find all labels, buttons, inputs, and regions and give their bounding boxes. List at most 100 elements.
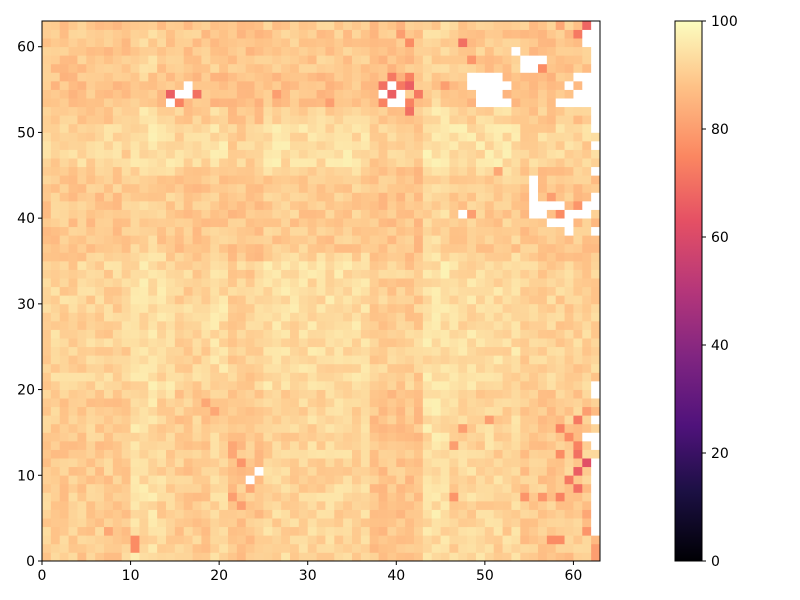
heatmap-cell <box>520 72 530 82</box>
heatmap-cell <box>130 183 140 193</box>
heatmap-cell <box>59 192 69 202</box>
heatmap-cell <box>529 535 539 545</box>
heatmap-cell <box>343 432 353 442</box>
heatmap-cell <box>174 175 185 185</box>
heatmap-cell <box>166 235 176 245</box>
heatmap-cell <box>192 501 202 510</box>
heatmap-cell <box>343 423 353 433</box>
heatmap-cell <box>538 535 548 545</box>
heatmap-cell <box>59 389 69 399</box>
heatmap-cell <box>555 492 565 502</box>
heatmap-cell <box>502 295 512 305</box>
heatmap-cell <box>440 372 450 382</box>
heatmap-cell <box>42 372 52 382</box>
heatmap-cell <box>369 535 379 545</box>
heatmap-cell <box>148 243 158 253</box>
heatmap-cell <box>210 466 220 476</box>
heatmap-cell <box>555 158 565 168</box>
heatmap-cell <box>573 81 583 90</box>
heatmap-cell <box>210 329 220 339</box>
heatmap-cell <box>476 501 486 510</box>
heatmap-cell <box>112 29 123 39</box>
heatmap-cell <box>86 278 96 288</box>
heatmap-cell <box>502 312 512 322</box>
heatmap-cell <box>343 183 353 193</box>
heatmap-cell <box>210 183 220 193</box>
heatmap-cell <box>467 406 477 416</box>
heatmap-cell <box>192 295 202 305</box>
heatmap-cell <box>157 398 167 408</box>
heatmap-cell <box>166 492 176 502</box>
heatmap-cell-missing <box>573 72 583 82</box>
heatmap-cell <box>112 466 123 476</box>
heatmap-cell <box>325 501 335 510</box>
heatmap-cell <box>405 243 415 253</box>
heatmap-cell <box>591 158 601 168</box>
heatmap-cell <box>263 526 273 536</box>
heatmap-cell <box>298 149 309 159</box>
heatmap-cell <box>369 269 379 279</box>
heatmap-cell <box>591 406 601 416</box>
heatmap-cell <box>130 552 140 562</box>
heatmap-cell <box>290 492 300 502</box>
heatmap-cell <box>493 355 503 365</box>
heatmap-cell <box>405 492 415 502</box>
heatmap-cell <box>449 363 459 373</box>
heatmap-cell <box>360 278 371 288</box>
heatmap-cell <box>68 535 78 545</box>
heatmap-cell <box>396 55 406 65</box>
heatmap-cell <box>236 329 247 339</box>
heatmap-cell <box>449 29 459 39</box>
heatmap-cell <box>493 458 503 468</box>
heatmap-cell <box>458 381 468 390</box>
heatmap-cell <box>573 158 583 168</box>
heatmap-cell <box>352 252 362 262</box>
heatmap-cell <box>42 458 52 468</box>
heatmap-cell <box>281 89 291 99</box>
heatmap-cell <box>414 149 424 159</box>
heatmap-cell <box>360 21 371 30</box>
heatmap-cell <box>360 501 371 510</box>
heatmap-cell <box>166 38 176 48</box>
heatmap-cell <box>95 286 105 296</box>
heatmap-cell <box>316 21 326 30</box>
heatmap-cell <box>139 115 149 125</box>
heatmap-cell <box>183 363 193 373</box>
heatmap-cell <box>449 243 459 253</box>
heatmap-cell <box>166 72 176 82</box>
heatmap-cell <box>281 518 291 528</box>
heatmap-cell <box>210 166 220 176</box>
heatmap-cell <box>183 518 193 528</box>
heatmap-cell <box>210 406 220 416</box>
heatmap-cell <box>582 295 592 305</box>
heatmap-cell <box>104 535 114 545</box>
heatmap-cell <box>166 346 176 356</box>
heatmap-cell <box>307 355 317 365</box>
heatmap-cell <box>511 526 521 536</box>
heatmap-cell <box>325 389 335 399</box>
heatmap-cell <box>121 63 131 73</box>
y-tick-label: 10 <box>17 468 35 484</box>
heatmap-cell-missing <box>484 98 495 108</box>
heatmap-cell <box>502 141 512 150</box>
heatmap-cell <box>245 552 255 562</box>
heatmap-cell <box>59 432 69 442</box>
heatmap-cell <box>68 132 78 142</box>
heatmap-cell <box>59 149 69 159</box>
heatmap-cell <box>95 389 105 399</box>
heatmap-cell <box>573 526 583 536</box>
heatmap-cell <box>502 166 512 176</box>
heatmap-cell <box>272 55 282 65</box>
heatmap-cell <box>272 475 282 485</box>
heatmap-cell <box>316 303 326 313</box>
heatmap-cell <box>529 81 539 90</box>
heatmap-cell <box>183 21 193 30</box>
heatmap-cell <box>449 346 459 356</box>
heatmap-cell <box>325 98 335 108</box>
heatmap-cell <box>59 235 69 245</box>
heatmap-cell <box>573 441 583 450</box>
heatmap-cell <box>538 363 548 373</box>
heatmap-cell <box>414 423 424 433</box>
heatmap-cell <box>538 106 548 116</box>
heatmap-cell <box>378 183 388 193</box>
